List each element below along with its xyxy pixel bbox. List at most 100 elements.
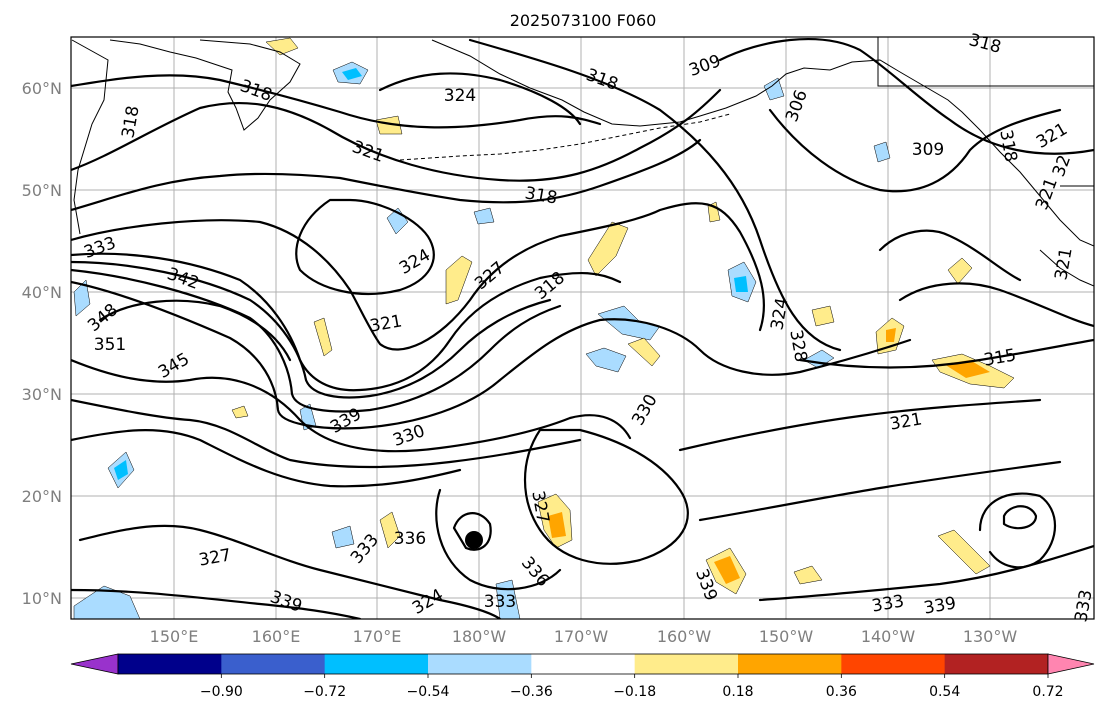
contour-line — [71, 398, 582, 469]
colorbar-tick-label: 0.72 — [1032, 684, 1063, 700]
contour-line — [758, 544, 1094, 602]
contour-line — [524, 428, 689, 565]
shade-positive — [811, 305, 835, 327]
contour-line — [452, 512, 492, 551]
latitude-tick-label: 40°N — [22, 283, 62, 302]
contour-line — [71, 588, 362, 619]
colorbar-tick-label: 0.54 — [929, 684, 960, 700]
colorbar-swatch — [841, 654, 946, 674]
shade-negative — [873, 141, 891, 163]
contour-line — [71, 268, 562, 413]
longitude-tick-label: 170°W — [554, 627, 609, 646]
colorbar-swatch — [221, 654, 326, 674]
longitude-tick-label: 130°W — [963, 627, 1018, 646]
shade-positive-core — [548, 512, 566, 538]
contour-line — [71, 252, 622, 392]
colorbar-swatch — [118, 654, 222, 674]
latitude-labels: 60°N 50°N 40°N 30°N 20°N 10°N — [22, 79, 62, 608]
latitude-tick-label: 60°N — [22, 79, 62, 98]
colorbar-extend-high — [1047, 653, 1095, 675]
contour-line — [71, 138, 702, 212]
latitude-tick-label: 20°N — [22, 487, 62, 506]
latitude-tick-label: 50°N — [22, 181, 62, 200]
contour-line — [768, 108, 1062, 193]
shade-positive — [937, 529, 991, 575]
contour-line — [98, 299, 292, 362]
shade-negative — [585, 347, 627, 373]
longitude-tick-label: 180°W — [452, 627, 507, 646]
colorbar-tick-label: −0.72 — [303, 684, 346, 700]
colorbar-tick-label: −0.36 — [510, 684, 553, 700]
coastline-north-america — [1039, 249, 1094, 287]
shade-negative — [763, 77, 785, 101]
colorbar-swatch — [738, 654, 842, 674]
contour-line — [678, 398, 1042, 452]
shade-negative-core — [114, 460, 128, 480]
shade-positive-core — [714, 556, 740, 584]
contour-line — [71, 429, 462, 488]
contour-line — [1002, 505, 1038, 530]
contour-line — [718, 37, 1094, 155]
contour-line — [78, 524, 502, 619]
contour-line — [378, 72, 582, 126]
contour-label: 336 — [394, 529, 426, 549]
colorbar-swatch — [944, 654, 1049, 674]
contour-line — [71, 202, 766, 351]
shade-negative-core — [734, 276, 748, 292]
shade-negative-core — [342, 68, 362, 80]
contour-line — [71, 280, 912, 430]
contour-line — [468, 38, 842, 352]
longitude-tick-label: 160°E — [252, 627, 301, 646]
shade-positive — [627, 337, 661, 367]
shade-positive — [375, 115, 403, 135]
shade-positive — [313, 317, 333, 357]
shade-positive-core — [886, 328, 896, 342]
colorbar-swatch — [634, 654, 739, 674]
contour-line — [71, 260, 552, 399]
shade-negative — [473, 207, 495, 225]
contour-line — [295, 198, 435, 296]
colorbar-tick-label: −0.90 — [200, 684, 243, 700]
longitude-tick-label: 160°W — [657, 627, 712, 646]
contour-line — [71, 358, 632, 453]
shade-negative — [331, 525, 355, 549]
contour-label: 351 — [94, 335, 126, 355]
contour-line — [435, 488, 562, 591]
contour-line — [978, 492, 1057, 569]
shade-negative — [803, 349, 835, 369]
latitude-tick-label: 30°N — [22, 385, 62, 404]
map-frame — [70, 36, 1095, 620]
longitude-tick-label: 170°E — [353, 627, 402, 646]
coastline-alaska — [431, 39, 1094, 247]
colorbar-tick-label: 0.36 — [826, 684, 857, 700]
contours — [71, 37, 1094, 619]
shade-negative — [73, 585, 141, 619]
gridlines — [71, 37, 1094, 619]
colorbar-swatch — [531, 654, 636, 674]
contour-label: 324 — [444, 86, 476, 106]
shade-positive — [947, 257, 973, 285]
coastline-border — [877, 37, 1094, 187]
map-title: 2025073100 F060 — [510, 11, 657, 30]
colorbar-swatch — [324, 654, 429, 674]
shade-positive — [231, 405, 249, 419]
colorbar-extend-low — [70, 653, 119, 675]
colorbar: −0.90 −0.72 −0.54 −0.36 −0.18 0.18 0.36 0.54 0.7… — [70, 653, 1095, 700]
colorbar-tick-label: −0.18 — [613, 684, 656, 700]
contour-line — [798, 338, 1094, 369]
shade-positive — [793, 565, 823, 585]
contour-label: 309 — [912, 140, 944, 160]
contour-line — [71, 88, 722, 182]
contour-label: 333 — [484, 592, 516, 612]
colorbar-swatch — [428, 654, 532, 674]
contour-line — [898, 282, 1094, 328]
longitude-tick-label: 140°W — [861, 627, 916, 646]
contour-line — [71, 74, 602, 129]
coastline-kamchatka — [71, 39, 301, 235]
colorbar-tick-label: −0.54 — [407, 684, 450, 700]
contour-line — [878, 229, 1022, 282]
longitude-tick-label: 150°W — [759, 627, 814, 646]
